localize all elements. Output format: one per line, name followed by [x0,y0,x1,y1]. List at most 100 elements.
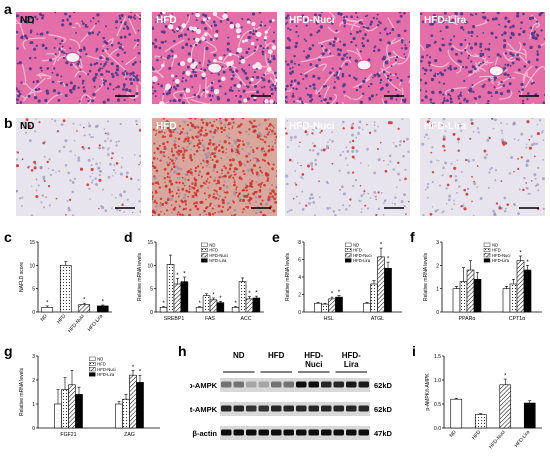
stain-dot [442,121,444,124]
nucleus-dot [115,86,118,89]
stain-dot [225,152,227,154]
nucleus-dot [527,60,531,64]
stain-dot [223,128,226,132]
nucleus-dot [496,12,500,15]
nucleus-dot [244,71,248,75]
nucleus-dot [355,88,359,92]
stain-dot [222,206,225,209]
stain-dot [234,148,238,151]
nucleus-dot [53,46,56,49]
nucleus-dot [262,73,266,77]
nucleus-dot [326,101,330,104]
stain-dot [274,139,277,141]
stain-dot [442,135,446,139]
nucleus-dot [129,77,133,81]
nucleus-dot [487,47,491,51]
stain-dot [199,200,203,204]
stain-dot [109,162,112,166]
stain-dot [170,147,173,150]
nucleus-dot [439,30,442,33]
nucleus-dot [454,52,459,56]
nucleus-dot [16,102,19,104]
stain-dot [264,118,267,122]
stain-dot [357,126,361,129]
sinusoid-line [317,38,340,44]
lipid-vacuole [267,49,273,55]
sinusoid-line [192,32,206,47]
stain-dot [302,121,306,125]
sinusoid-line [38,73,48,79]
stain-dot [195,201,198,205]
bar [173,283,182,313]
stain-dot [222,184,225,187]
stain-dot [117,140,120,143]
bar [516,260,525,313]
nucleus-dot [342,83,346,87]
stain-dot [233,170,236,173]
nucleus-dot [448,42,452,46]
stain-dot [312,201,316,204]
nucleus-dot [118,16,122,20]
stain-dot [112,174,114,177]
stain-dot [250,185,254,188]
lipid-vacuole [222,13,228,20]
stain-dot [177,195,180,198]
nucleus-dot [246,18,250,22]
nucleus-dot [115,64,119,68]
nucleus-dot [421,99,424,102]
nucleus-dot [81,79,85,83]
stain-dot [395,186,398,188]
nucleus-dot [52,89,57,93]
nucleus-dot [208,94,212,97]
nucleus-dot [447,67,450,70]
stain-dot [208,166,211,168]
stain-dot [215,145,218,148]
stain-dot [213,179,216,182]
nucleus-dot [219,20,223,23]
stain-dot [500,180,503,182]
stain-dot [315,126,319,130]
stain-dot [463,207,467,211]
nucleus-dot [285,84,289,88]
stain-dot [221,169,224,172]
bar [209,299,218,313]
stain-dot [19,197,22,200]
nucleus-dot [449,97,453,101]
stain-dot [331,131,333,133]
stain-dot [195,135,199,139]
stain-dot [267,149,270,153]
stain-dot [290,139,293,142]
legend-swatch [201,242,208,247]
nucleus-dot [191,12,194,15]
nucleus-dot [94,72,98,76]
legend-label: ND [353,242,359,247]
stain-dot [252,129,256,134]
x-category-label: HFD-Lira [87,313,105,333]
stain-dot [184,214,186,216]
lipid-vacuole [250,77,254,82]
y-tick-label: 1.0 [434,378,441,384]
nucleus-dot [287,63,290,66]
stain-dot [436,208,439,211]
stain-dot [180,130,183,134]
nucleus-dot [176,84,180,88]
lipid-vacuole [185,88,191,93]
nucleus-dot [328,21,331,24]
stain-dot [123,211,125,213]
stain-dot [266,133,270,136]
nucleus-dot [34,88,38,92]
blot-column-label: HFD- [342,351,361,360]
stain-dot [220,145,224,150]
nucleus-dot [424,81,428,85]
stain-dot [243,164,246,167]
stain-dot [181,182,185,185]
stain-dot [263,153,267,157]
stain-dot [354,178,358,182]
nucleus-dot [58,47,61,50]
sinusoid-line [491,74,501,84]
stain-dot [288,158,292,162]
nucleus-dot [231,89,234,93]
significance-star: * [83,298,86,304]
nucleus-dot [309,95,312,99]
stain-dot [271,140,274,143]
